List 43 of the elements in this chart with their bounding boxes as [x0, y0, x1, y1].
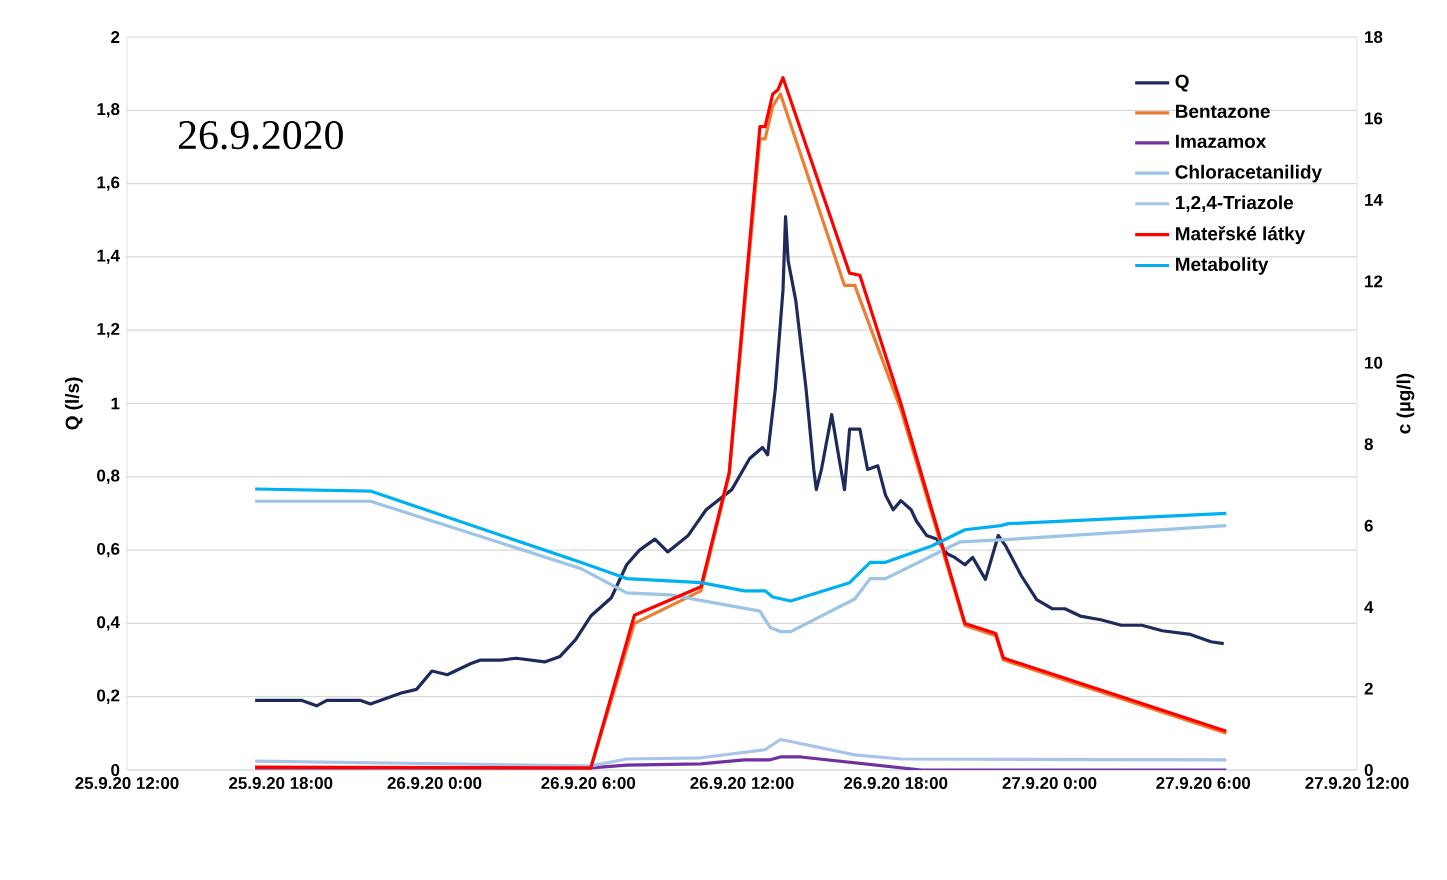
x-tick-label: 27.9.20 6:00	[1156, 777, 1251, 790]
y2-tick-label: 6	[1364, 519, 1373, 532]
y2-tick-label: 18	[1365, 31, 1383, 43]
legend-label: Mateřské látky	[1176, 226, 1306, 245]
y-tick-label: 1	[111, 397, 120, 410]
line-series	[253, 487, 1228, 603]
y-tick-label: 0	[111, 764, 120, 776]
legend-label: Chloracetanilidy	[1175, 164, 1322, 183]
y2-tick-label: 4	[1364, 601, 1374, 613]
x-tick-label: 27.9.20 0:00	[1002, 777, 1097, 790]
y2-tick-label: 16	[1365, 112, 1383, 125]
y-tick-label: 0,8	[97, 469, 120, 485]
y-tick-label: 0,2	[97, 689, 120, 704]
x-tick-label: 27.9.20 12:00	[1305, 777, 1409, 790]
annotation: 26.9.2020	[178, 121, 343, 150]
y2-tick-label: 14	[1365, 194, 1383, 206]
legend-label: Imazamox	[1176, 134, 1267, 149]
line-series	[253, 499, 1228, 634]
y-tick-label: 1,4	[97, 249, 120, 265]
y2-tick-label: 8	[1364, 438, 1373, 451]
y2-tick-label: 12	[1365, 275, 1383, 288]
legend-label: Metabolity	[1176, 257, 1269, 275]
line-series	[253, 737, 1228, 768]
y-tick-label: 0,6	[97, 542, 120, 558]
y-tick-label: 0,4	[97, 616, 120, 631]
legend-label: Bentazone	[1176, 104, 1270, 119]
y-tick-label: 1,8	[97, 103, 120, 118]
y-tick-label: 1,2	[97, 322, 120, 338]
y-tick-label: 2	[111, 31, 120, 43]
y2-tick-label: 10	[1365, 356, 1383, 369]
x-tick-label: 26.9.20 6:00	[541, 777, 636, 790]
legend-label: 1,2,4-Triazole	[1175, 195, 1294, 213]
y2-tick-label: 0	[1364, 764, 1373, 776]
x-tick-label: 25.9.20 18:00	[229, 777, 333, 790]
x-tick-label: 26.9.20 12:00	[690, 777, 794, 790]
legend-label: Q	[1175, 74, 1189, 92]
x-tick-label: 25.9.20 12:00	[75, 777, 179, 790]
y2-tick-label: 2	[1364, 682, 1373, 695]
y2-axis-title: c (µg/l)	[1396, 373, 1415, 434]
x-tick-label: 26.9.20 18:00	[844, 777, 948, 790]
y-tick-label: 1,6	[97, 176, 120, 191]
y-axis-title: Q (l/s)	[65, 377, 83, 430]
x-tick-label: 26.9.20 0:00	[387, 777, 482, 790]
